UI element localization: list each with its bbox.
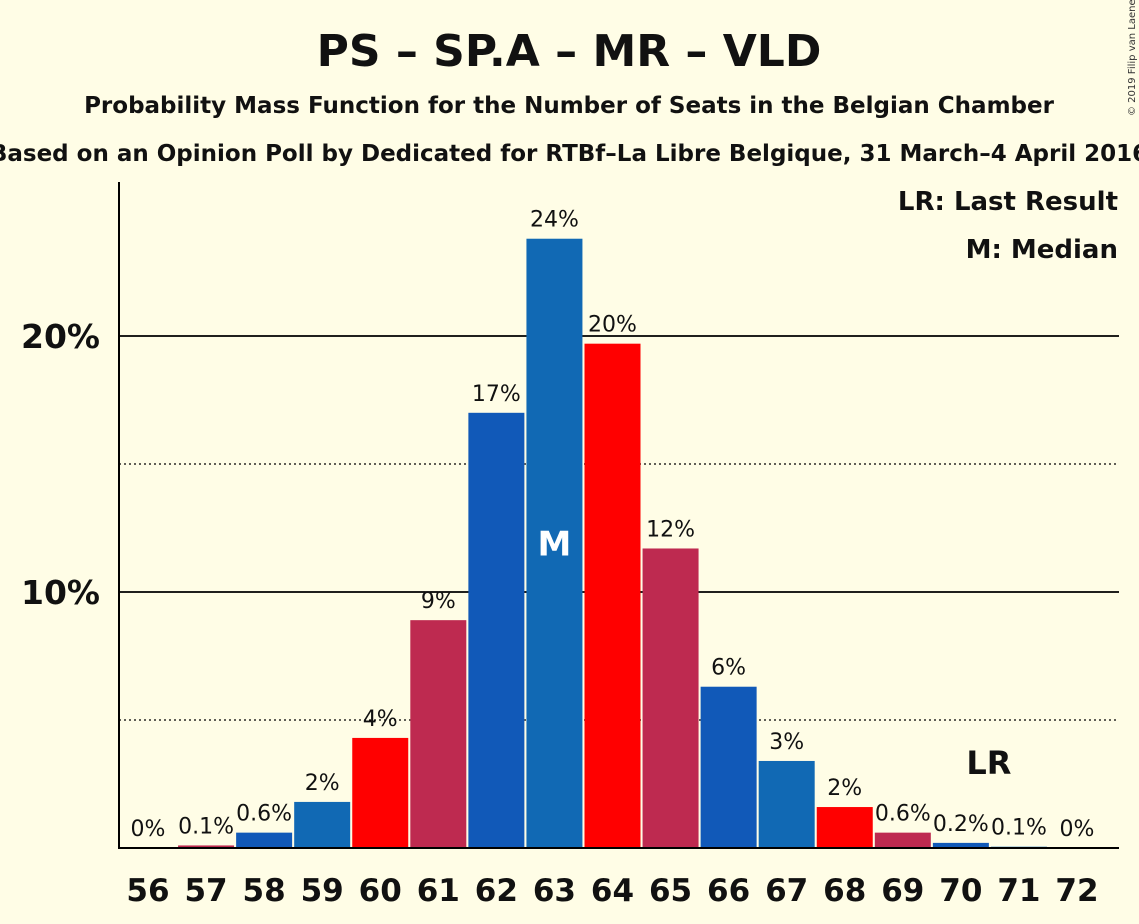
bar-63 <box>526 238 583 849</box>
x-tick-label-65: 65 <box>649 873 692 909</box>
legend-last-result: LR: Last Result <box>898 187 1118 217</box>
y-axis-ticks: 10% 20% <box>21 317 100 612</box>
x-tick-label-61: 61 <box>417 873 460 909</box>
y-tick-label-0: 10% <box>21 573 100 612</box>
bar-label-58: 0.6% <box>236 802 292 827</box>
bar-62 <box>468 412 525 848</box>
bar-57 <box>178 845 235 848</box>
legend-median: M: Median <box>966 235 1118 265</box>
bar-69 <box>874 832 931 848</box>
bar-label-71: 0.1% <box>991 816 1047 841</box>
x-tick-label-63: 63 <box>533 873 576 909</box>
x-tick-label-59: 59 <box>301 873 344 909</box>
x-tick-label-67: 67 <box>765 873 808 909</box>
bar-label-56: 0% <box>131 817 166 842</box>
x-tick-label-62: 62 <box>475 873 518 909</box>
bar-61 <box>410 620 467 848</box>
x-tick-label-58: 58 <box>243 873 286 909</box>
chart-title: PS – SP.A – MR – VLD <box>317 26 822 77</box>
bar-label-63: 24% <box>530 208 579 233</box>
bar-70 <box>932 842 989 848</box>
bar-60 <box>352 737 409 848</box>
x-tick-label-71: 71 <box>997 873 1040 909</box>
y-tick-label-1: 20% <box>21 317 100 356</box>
bar-68 <box>816 807 873 848</box>
x-tick-label-60: 60 <box>359 873 402 909</box>
median-marker: M <box>538 524 572 564</box>
bar-label-62: 17% <box>472 382 521 407</box>
bars <box>178 238 1047 849</box>
bar-label-67: 3% <box>769 730 804 755</box>
bar-65 <box>642 548 699 848</box>
bar-58 <box>236 832 293 848</box>
x-tick-label-64: 64 <box>591 873 634 909</box>
bar-67 <box>758 760 815 848</box>
chart-subtitle: Probability Mass Function for the Number… <box>84 93 1055 119</box>
bar-label-68: 2% <box>827 776 862 801</box>
bar-66 <box>700 686 757 848</box>
last-result-marker: LR <box>966 744 1011 782</box>
x-tick-label-56: 56 <box>126 873 169 909</box>
bar-64 <box>584 343 641 848</box>
bar-label-65: 12% <box>646 517 695 542</box>
x-tick-label-57: 57 <box>184 873 227 909</box>
bar-label-57: 0.1% <box>178 814 234 839</box>
x-tick-label-68: 68 <box>823 873 866 909</box>
bar-label-60: 4% <box>363 707 398 732</box>
x-tick-label-72: 72 <box>1055 873 1098 909</box>
bar-labels: 0% 0.1%0.6%2%4%9%17%24%M20%12%6%3%2%0.6% 0… <box>131 208 1095 842</box>
bar-label-61: 9% <box>421 589 456 614</box>
bar-label-64: 20% <box>588 313 637 338</box>
chart-subtitle-source: Based on an Opinion Poll by Dedicated fo… <box>0 141 1139 167</box>
bar-label-70: 0.2% <box>933 812 989 837</box>
bar-label-59: 2% <box>305 771 340 796</box>
x-tick-label-70: 70 <box>939 873 982 909</box>
bar-59 <box>294 801 351 848</box>
x-tick-label-69: 69 <box>881 873 924 909</box>
bar-label-72: 0% <box>1060 817 1095 842</box>
bar-label-69: 0.6% <box>875 802 931 827</box>
bar-label-66: 6% <box>711 656 746 681</box>
copyright-note: © 2019 Filip van Laenen <box>1127 0 1138 116</box>
x-tick-label-66: 66 <box>707 873 750 909</box>
x-axis-ticks: 56 57 58 59 60 61 62 63 64 65 66 67 68 69 70 71 72 <box>126 873 1098 909</box>
